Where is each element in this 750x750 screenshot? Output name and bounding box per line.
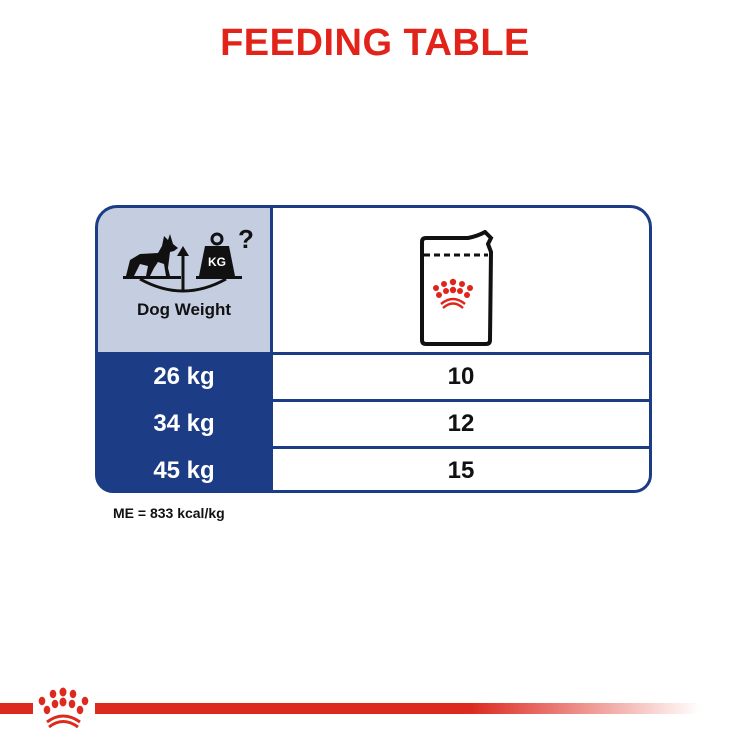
- pouch-icon: [420, 230, 494, 346]
- dog-weight-header: KG ? Dog Weight: [98, 208, 270, 352]
- page-title: FEEDING TABLE: [220, 22, 530, 64]
- dog-weight-label: Dog Weight: [136, 300, 232, 319]
- footer-line: [95, 703, 700, 714]
- crown-logo: [38, 687, 89, 729]
- amount-cell: 10: [273, 355, 649, 399]
- feeding-table: KG ? Dog Weight 26 kg 10 34 kg 12 45 kg …: [95, 205, 652, 493]
- product-header: [273, 208, 649, 352]
- table-row: 45 kg 15: [98, 449, 649, 490]
- table-row: 34 kg 12: [98, 402, 649, 446]
- svg-text:KG: KG: [208, 255, 226, 269]
- amount-cell: 12: [273, 402, 649, 446]
- weight-cell: 26 kg: [153, 363, 215, 390]
- footer-line: [0, 703, 33, 714]
- svg-text:?: ?: [238, 224, 254, 254]
- energy-note: ME = 833 kcal/kg: [113, 505, 225, 521]
- weight-cell: 34 kg: [153, 410, 215, 437]
- weight-cell: 45 kg: [153, 457, 215, 484]
- amount-cell: 15: [273, 449, 649, 490]
- table-row: 26 kg 10: [98, 355, 649, 399]
- dog-scale-kg-icon: KG ?: [123, 224, 254, 293]
